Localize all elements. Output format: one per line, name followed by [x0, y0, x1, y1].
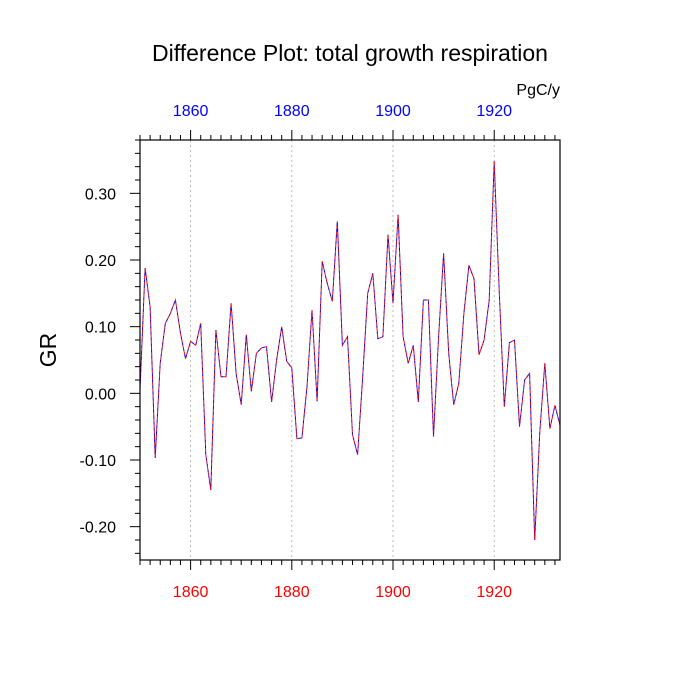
x-tick-label-top: 1920 [476, 103, 512, 120]
series-layer [139, 161, 561, 541]
series-line-blue [139, 161, 561, 541]
chart-title: Difference Plot: total growth respiratio… [152, 40, 548, 66]
y-tick-label: 0.00 [85, 386, 116, 403]
y-tick-label: -0.20 [80, 520, 117, 537]
y-tick-label: -0.10 [80, 453, 117, 470]
units-label: PgC/y [516, 82, 560, 99]
y-tick-label: 0.20 [85, 253, 116, 270]
grid-layer [190, 140, 495, 560]
x-tick-label-bottom: 1920 [476, 584, 512, 601]
x-tick-label-bottom: 1860 [173, 584, 209, 601]
x-tick-label-top: 1900 [375, 103, 411, 120]
x-tick-label-bottom: 1900 [375, 584, 411, 601]
y-tick-label: 0.30 [85, 186, 116, 203]
y-axis-label: GR [35, 333, 61, 368]
x-tick-label-top: 1880 [274, 103, 310, 120]
tick-labels-layer: 1860 1860 1880 1880 1900 1900 1920 1920 -0.20 -0.… [80, 103, 513, 601]
series-line-red [139, 161, 561, 541]
x-tick-label-bottom: 1880 [274, 584, 310, 601]
y-tick-label: 0.10 [85, 320, 116, 337]
plot-frame [139, 139, 561, 561]
x-tick-label-top: 1860 [173, 103, 209, 120]
ticks-layer [130, 130, 556, 570]
